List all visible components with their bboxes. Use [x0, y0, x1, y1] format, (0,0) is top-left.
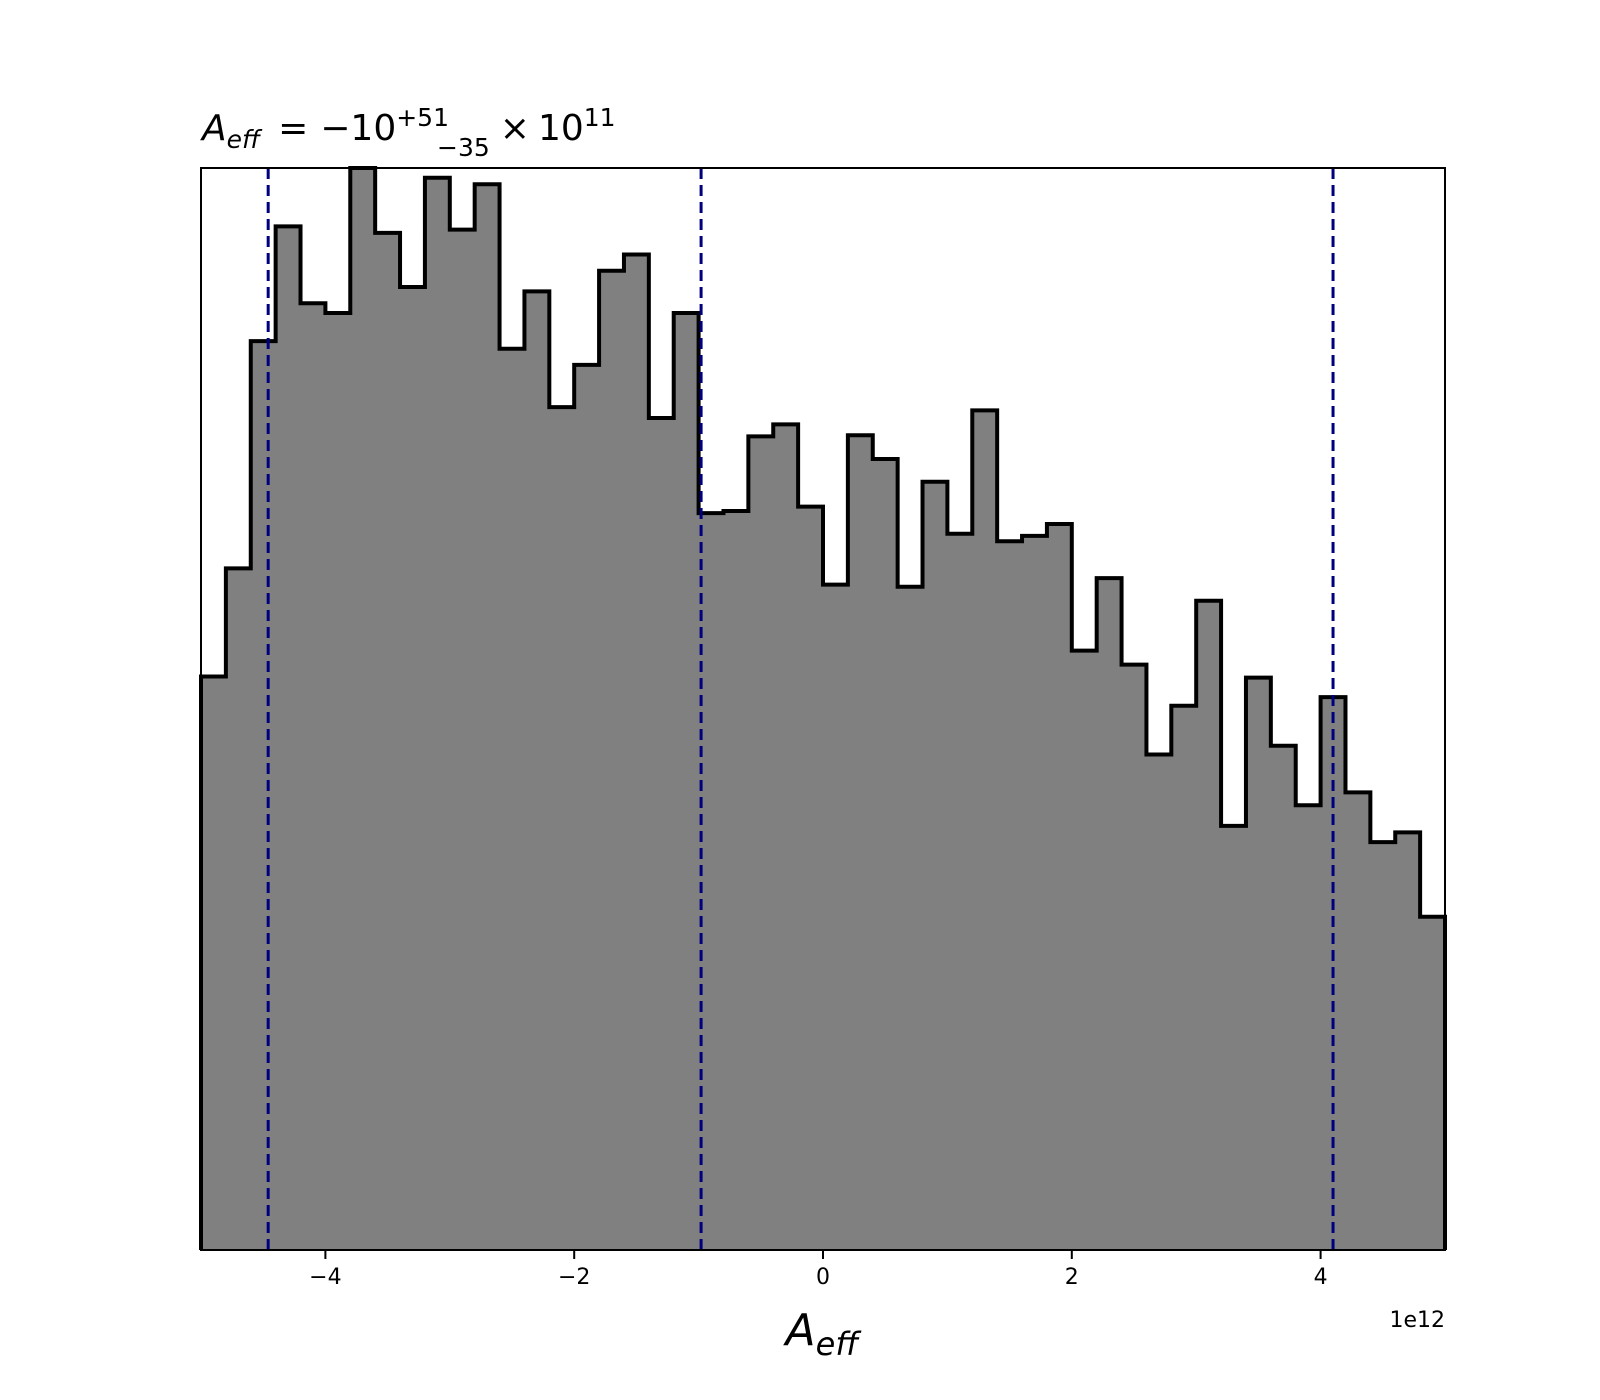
histogram-bar [375, 232, 401, 1251]
histogram-bar [1022, 535, 1048, 1250]
histogram-bar [947, 533, 973, 1250]
histogram-bar [648, 417, 675, 1250]
histogram-bar [623, 254, 650, 1250]
histogram-bar [847, 435, 874, 1250]
chart-title: Aeff = −10+51 −35 × 1011 [200, 103, 616, 162]
histogram-bar [449, 229, 476, 1250]
histogram-bar [201, 676, 227, 1250]
histogram-bar [972, 410, 998, 1250]
quantile-lines [266, 168, 1335, 1250]
histogram-bar [350, 168, 376, 1250]
x-offset-label: 1e12 [1389, 1308, 1445, 1333]
histogram-bar [1270, 745, 1297, 1250]
histogram-bar [1121, 664, 1148, 1250]
histogram-bar [897, 586, 924, 1250]
histogram-bar [1196, 600, 1222, 1250]
title-lower: −35 [437, 133, 490, 162]
histogram-bar [424, 177, 451, 1250]
histogram-bar [1345, 792, 1371, 1250]
title-lhs-base: A [200, 108, 227, 149]
x-tick-label: −2 [558, 1265, 590, 1290]
histogram-bar [823, 584, 849, 1250]
histogram-bar [549, 407, 575, 1250]
histogram-bar [922, 481, 948, 1250]
histogram-bar [499, 348, 526, 1251]
histogram-bar [1395, 832, 1421, 1250]
histogram-bar [524, 291, 550, 1250]
title-times: × [500, 108, 530, 149]
title-value: −10 [320, 108, 396, 149]
x-tick-label: −4 [309, 1265, 341, 1290]
histogram-bar [1046, 523, 1073, 1250]
x-tick-label: 4 [1314, 1265, 1328, 1290]
histogram-bar [872, 459, 899, 1251]
histogram-bar [474, 184, 501, 1251]
histogram-bar [300, 303, 326, 1250]
title-equals: = [278, 108, 308, 149]
histogram-bar [673, 312, 700, 1250]
histogram-outline [199, 166, 1447, 1250]
title-lhs-sub: eff [227, 125, 263, 154]
histogram-bar [1420, 916, 1446, 1250]
histogram-bar [798, 506, 824, 1250]
x-axis-label-sub: eff [816, 1325, 863, 1363]
histogram-bar [1071, 650, 1098, 1250]
x-tick-label: 0 [816, 1265, 830, 1290]
histogram-bar [225, 568, 252, 1250]
histogram-bar [250, 341, 277, 1250]
histogram-bar [1221, 825, 1247, 1250]
histogram-bar [1370, 842, 1396, 1250]
histogram-bar [698, 513, 725, 1250]
histogram-bar [748, 436, 774, 1250]
plot-area [199, 166, 1447, 1251]
histogram-bar [599, 270, 625, 1250]
histogram-bar [325, 312, 351, 1250]
title-upper: +51 [396, 103, 449, 132]
histogram-bar [723, 510, 749, 1250]
histogram-bar [1245, 677, 1272, 1250]
histogram-bars [201, 168, 1446, 1251]
x-tick-label: 2 [1065, 1265, 1079, 1290]
title-exp: 11 [584, 103, 616, 132]
title-exp-base: 10 [538, 108, 584, 149]
x-axis-label: Aeff [783, 1305, 863, 1363]
histogram-bar [1295, 805, 1322, 1250]
histogram-bar [275, 226, 302, 1251]
x-axis-label-base: A [783, 1305, 816, 1356]
x-axis: −4 −2 0 2 4 [309, 1250, 1328, 1290]
histogram-bar [997, 541, 1023, 1250]
histogram-bar [773, 424, 799, 1251]
histogram-bar [1171, 705, 1197, 1250]
histogram-bar [574, 364, 600, 1250]
histogram-bar [400, 287, 426, 1250]
histogram-bar [1146, 754, 1172, 1250]
histogram-bar [1096, 578, 1123, 1250]
